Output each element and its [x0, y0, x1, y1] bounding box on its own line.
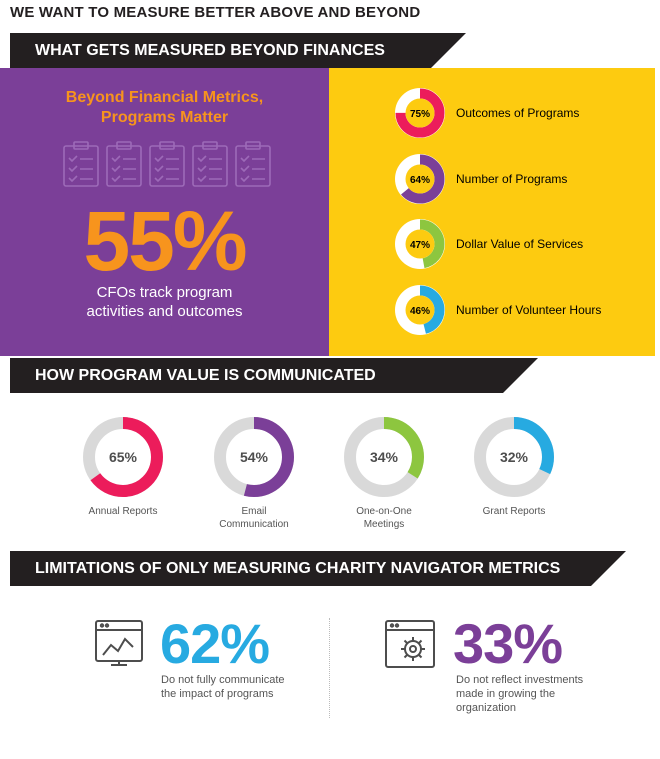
highlight-caption-line1: CFOs track program — [96, 284, 233, 301]
limit-desc-2-line2: made in growing the — [456, 688, 556, 700]
limit-desc-2: Do not reflect investments made in growi… — [456, 673, 626, 715]
ring-4 — [474, 417, 554, 497]
ring-value-label: 64% — [410, 175, 430, 186]
ring-2 — [395, 154, 445, 204]
gear-window-icon — [385, 620, 435, 668]
ring-2 — [214, 417, 294, 497]
ring-value-label: 65% — [109, 449, 138, 465]
ring-category-label: Grant Reports — [483, 506, 546, 517]
ring-category-label: Annual Reports — [89, 506, 158, 517]
ring-1 — [395, 88, 445, 138]
highlight-caption: CFOs track program activities and outcom… — [0, 283, 329, 321]
page-title: WE WANT TO MEASURE BETTER ABOVE AND BEYO… — [10, 4, 421, 21]
ring-value-arc — [395, 285, 445, 335]
ring-value-arc — [395, 219, 445, 269]
limit-value-2: 33% — [453, 612, 563, 675]
ring-1 — [83, 417, 163, 497]
highlight-heading: Beyond Financial Metrics, Programs Matte… — [0, 88, 329, 128]
yellow-panel — [329, 68, 655, 356]
limit-desc-1: Do not fully communicate the impact of p… — [161, 673, 331, 701]
ring-hole — [405, 229, 435, 259]
limit-desc-1-line1: Do not fully communicate — [161, 674, 285, 686]
ring-value-arc — [344, 417, 424, 497]
communicated-rings-chart: 65% Annual Reports 54% Email Communication 34… — [83, 417, 554, 530]
measured-rings-chart: 75% Outcomes of Programs 64% Number of Prog… — [395, 88, 601, 335]
ring-value-arc — [214, 417, 294, 497]
clipboard-icon — [149, 141, 185, 187]
clipboard-icon — [235, 141, 271, 187]
ring-3 — [395, 219, 445, 269]
ring-4 — [395, 285, 445, 335]
purple-panel — [0, 68, 329, 356]
highlight-heading-line1: Beyond Financial Metrics, — [65, 89, 264, 106]
section-banner-beyond-finances: WHAT GETS MEASURED BEYOND FINANCES — [10, 33, 466, 68]
highlight-heading-line2: Programs Matter — [100, 109, 229, 126]
ring-3 — [344, 417, 424, 497]
highlight-value: 55% — [83, 194, 247, 288]
section-banner-program-value: HOW PROGRAM VALUE IS COMMUNICATED — [10, 358, 538, 393]
clipboard-icons — [63, 141, 271, 187]
ring-value-arc — [395, 88, 445, 138]
ring-hole — [405, 295, 435, 325]
clipboard-icon — [106, 141, 142, 187]
limit-desc-2-line1: Do not reflect investments — [456, 674, 584, 686]
ring-hole — [405, 98, 435, 128]
ring-value-label: 75% — [410, 109, 430, 120]
clipboard-icon — [63, 141, 99, 187]
ring-value-arc — [395, 154, 445, 204]
ring-value-label: 34% — [370, 449, 399, 465]
ring-category-label: Number of Programs — [456, 172, 567, 186]
ring-value-label: 32% — [500, 449, 529, 465]
clipboard-icon — [192, 141, 228, 187]
ring-category-label: One-on-One Meetings — [356, 506, 412, 530]
ring-value-label: 47% — [410, 240, 430, 251]
section-banner-limitations: LIMITATIONS OF ONLY MEASURING CHARITY NA… — [10, 551, 626, 586]
ring-value-label: 46% — [410, 306, 430, 317]
limit-desc-2-line3: organization — [456, 702, 516, 714]
divider — [329, 618, 330, 718]
limit-value-1: 62% — [160, 612, 270, 675]
limit-desc-1-line2: the impact of programs — [161, 688, 274, 700]
highlight-caption-line2: activities and outcomes — [86, 303, 243, 320]
ring-hole — [405, 164, 435, 194]
chart-monitor-icon — [95, 620, 143, 666]
ring-value-label: 54% — [240, 449, 269, 465]
ring-value-arc — [83, 417, 163, 497]
ring-category-label: Dollar Value of Services — [456, 237, 583, 251]
ring-category-label: Email Communication — [219, 506, 288, 530]
ring-value-arc — [474, 417, 554, 497]
ring-category-label: Number of Volunteer Hours — [456, 303, 601, 317]
ring-category-label: Outcomes of Programs — [456, 106, 579, 120]
